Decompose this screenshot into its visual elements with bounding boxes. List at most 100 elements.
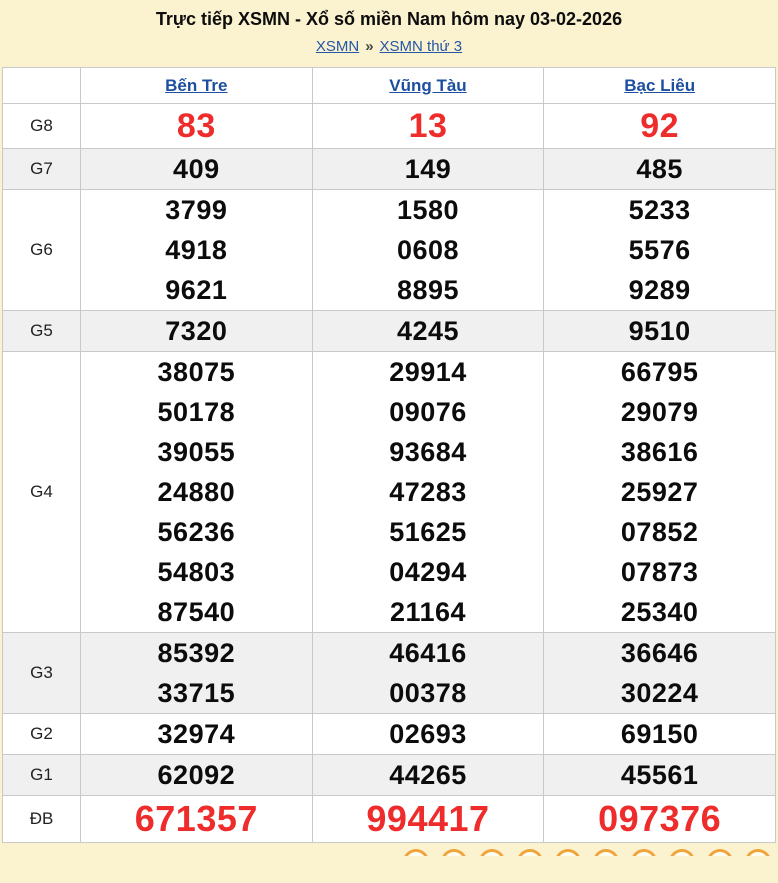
prize-row-g6: G6 3799 4918 9621 1580 0608 8895 5233 5576 9289: [2, 189, 776, 311]
prize-number: 93684: [389, 437, 467, 467]
prize-label: G3: [2, 632, 81, 714]
prize-row-đb: ĐB 671357 994417 097376: [2, 795, 776, 843]
prize-cell: 29914 09076 93684 47283 51625 04294 21164: [311, 351, 545, 633]
prize-cell: 13: [311, 103, 545, 149]
prize-number: 149: [404, 154, 452, 184]
prize-number: 409: [173, 154, 220, 184]
prize-cell: 149: [311, 148, 545, 190]
breadcrumb: XSMN » XSMN thứ 3: [0, 38, 778, 55]
prize-number: 33715: [157, 678, 236, 708]
prize-number: 30224: [620, 678, 699, 708]
prize-row-g4: G4 38075 50178 39055 24880 56236 54803 87540 299…: [2, 351, 776, 633]
prize-number: 62092: [157, 760, 236, 790]
lottery-ball-icon: [555, 849, 581, 856]
province-link-vung-tau[interactable]: Vũng Tàu: [389, 75, 467, 95]
prize-number: 69150: [620, 719, 699, 749]
lottery-results-table: Bến Tre Vũng Tàu Bạc Liêu G8 83 13 92 G7 409 1…: [2, 67, 776, 843]
province-header-ben-tre: Bến Tre: [80, 67, 313, 104]
province-header-row: Bến Tre Vũng Tàu Bạc Liêu: [2, 67, 776, 104]
lottery-ball-icon: [745, 849, 771, 856]
lottery-ball-icon: [593, 849, 619, 856]
prize-number: 07873: [620, 557, 699, 587]
prize-number: 66795: [620, 357, 699, 387]
prize-number: 39055: [157, 437, 236, 467]
prize-number: 485: [636, 154, 683, 184]
province-header-bac-lieu: Bạc Liêu: [543, 67, 776, 104]
prize-number: 9510: [628, 316, 691, 346]
prize-cell: 44265: [311, 754, 545, 796]
prize-number: 0608: [396, 235, 460, 265]
breadcrumb-link-xsmn-thu3[interactable]: XSMN thứ 3: [379, 38, 463, 55]
page-header: Trực tiếp XSMN - Xổ số miền Nam hôm nay …: [0, 0, 778, 55]
page-title: Trực tiếp XSMN - Xổ số miền Nam hôm nay …: [155, 9, 623, 29]
prize-number: 54803: [157, 557, 236, 587]
prize-number: 8895: [396, 275, 460, 305]
lottery-ball-icon: [479, 849, 505, 856]
lottery-ball-icon: [517, 849, 543, 856]
prize-number: 47283: [389, 477, 467, 507]
prize-row-g1: G1 62092 44265 45561: [2, 754, 776, 796]
prize-label: G8: [2, 103, 81, 149]
breadcrumb-link-xsmn[interactable]: XSMN: [315, 38, 360, 55]
prize-number: 36646: [620, 638, 699, 668]
prize-cell: 69150: [543, 713, 776, 755]
lottery-ball-icon: [403, 849, 429, 856]
lottery-ball-icon: [441, 849, 467, 856]
breadcrumb-separator: »: [365, 38, 374, 55]
province-link-ben-tre[interactable]: Bến Tre: [165, 75, 228, 95]
prize-cell: 9510: [543, 310, 776, 352]
prize-number: 29079: [620, 397, 699, 427]
prize-number: 85392: [157, 638, 236, 668]
lottery-ball-icon: [631, 849, 657, 856]
prize-number: 50178: [157, 397, 236, 427]
prize-row-g7: G7 409 149 485: [2, 148, 776, 190]
prize-number: 671357: [134, 798, 258, 839]
prize-cell: 32974: [80, 713, 313, 755]
prize-number: 92: [640, 107, 680, 145]
prize-label: G7: [2, 148, 81, 190]
prize-number: 3799: [165, 195, 228, 225]
prize-number: 29914: [389, 357, 467, 387]
prize-cell: 5233 5576 9289: [543, 189, 776, 311]
prize-number: 9621: [165, 275, 228, 305]
prize-cell: 485: [543, 148, 776, 190]
prize-number: 097376: [598, 798, 722, 839]
prize-label: ĐB: [2, 795, 81, 843]
prize-cell: 92: [543, 103, 776, 149]
prize-number: 9289: [628, 275, 691, 305]
prize-cell: 3799 4918 9621: [80, 189, 313, 311]
prize-number: 51625: [389, 517, 467, 547]
prize-cell: 45561: [543, 754, 776, 796]
prize-label: G5: [2, 310, 81, 352]
prize-number: 21164: [389, 597, 467, 627]
prize-cell: 02693: [311, 713, 545, 755]
prize-number: 5233: [628, 195, 691, 225]
province-header-vung-tau: Vũng Tàu: [311, 67, 545, 104]
prize-label: G2: [2, 713, 81, 755]
prize-row-g8: G8 83 13 92: [2, 103, 776, 149]
prize-number: 32974: [157, 719, 236, 749]
prize-cell: 66795 29079 38616 25927 07852 07873 25340: [543, 351, 776, 633]
prize-cell: 36646 30224: [543, 632, 776, 714]
prize-number: 7320: [165, 316, 228, 346]
prize-number: 87540: [157, 597, 236, 627]
prize-row-g2: G2 32974 02693 69150: [2, 713, 776, 755]
lottery-ball-row: [403, 849, 771, 856]
prize-number: 56236: [157, 517, 236, 547]
prize-label: G4: [2, 351, 81, 633]
province-link-bac-lieu[interactable]: Bạc Liêu: [624, 75, 696, 95]
prize-label: G6: [2, 189, 81, 311]
prize-label: G1: [2, 754, 81, 796]
prize-number: 38616: [620, 437, 699, 467]
prize-cell: 994417: [311, 795, 545, 843]
prize-number: 24880: [157, 477, 236, 507]
prize-cell: 85392 33715: [80, 632, 313, 714]
prize-cell: 671357: [80, 795, 313, 843]
prize-cell: 46416 00378: [311, 632, 545, 714]
prize-number: 45561: [620, 760, 699, 790]
prize-number: 25927: [620, 477, 699, 507]
prize-cell: 4245: [311, 310, 545, 352]
prize-cell: 83: [80, 103, 313, 149]
prize-number: 13: [408, 107, 448, 145]
prize-cell: 38075 50178 39055 24880 56236 54803 87540: [80, 351, 313, 633]
